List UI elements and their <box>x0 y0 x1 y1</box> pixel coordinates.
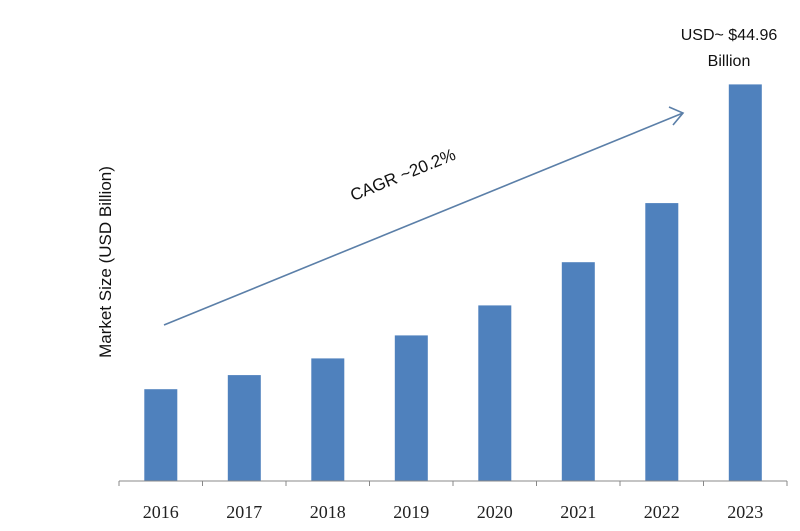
x-tick-labels: 2016 2017 2018 2019 2020 2021 2022 2023 <box>143 502 763 522</box>
bar-2017 <box>227 375 261 481</box>
x-tick-label-2018: 2018 <box>310 502 346 522</box>
bar-2016 <box>144 389 178 481</box>
x-tick-marks <box>118 481 788 486</box>
x-tick-label-2023: 2023 <box>727 502 763 522</box>
x-tick-label-2020: 2020 <box>477 502 513 522</box>
bar-2022 <box>645 203 679 481</box>
y-axis-label: Market Size (USD Billion) <box>96 166 115 358</box>
bars-group <box>144 84 762 482</box>
x-tick-label-2019: 2019 <box>393 502 429 522</box>
cagr-label: CAGR ~20.2% <box>348 145 459 205</box>
x-tick-label-2022: 2022 <box>644 502 680 522</box>
x-tick-label-2016: 2016 <box>143 502 179 522</box>
trend-arrow-line <box>163 112 684 326</box>
bar-2023 <box>728 84 762 482</box>
cagr-trend-arrow <box>163 106 685 326</box>
final-value-annotation-line2: Billion <box>708 53 751 70</box>
bar-2018 <box>311 358 345 481</box>
trend-arrow-head <box>668 106 685 126</box>
bar-2021 <box>561 262 595 481</box>
bar-2019 <box>394 335 428 481</box>
x-tick-label-2021: 2021 <box>560 502 596 522</box>
x-tick-label-2017: 2017 <box>226 502 262 522</box>
final-value-annotation-line1: USD~ $44.96 <box>681 27 778 44</box>
bar-2020 <box>478 305 512 481</box>
